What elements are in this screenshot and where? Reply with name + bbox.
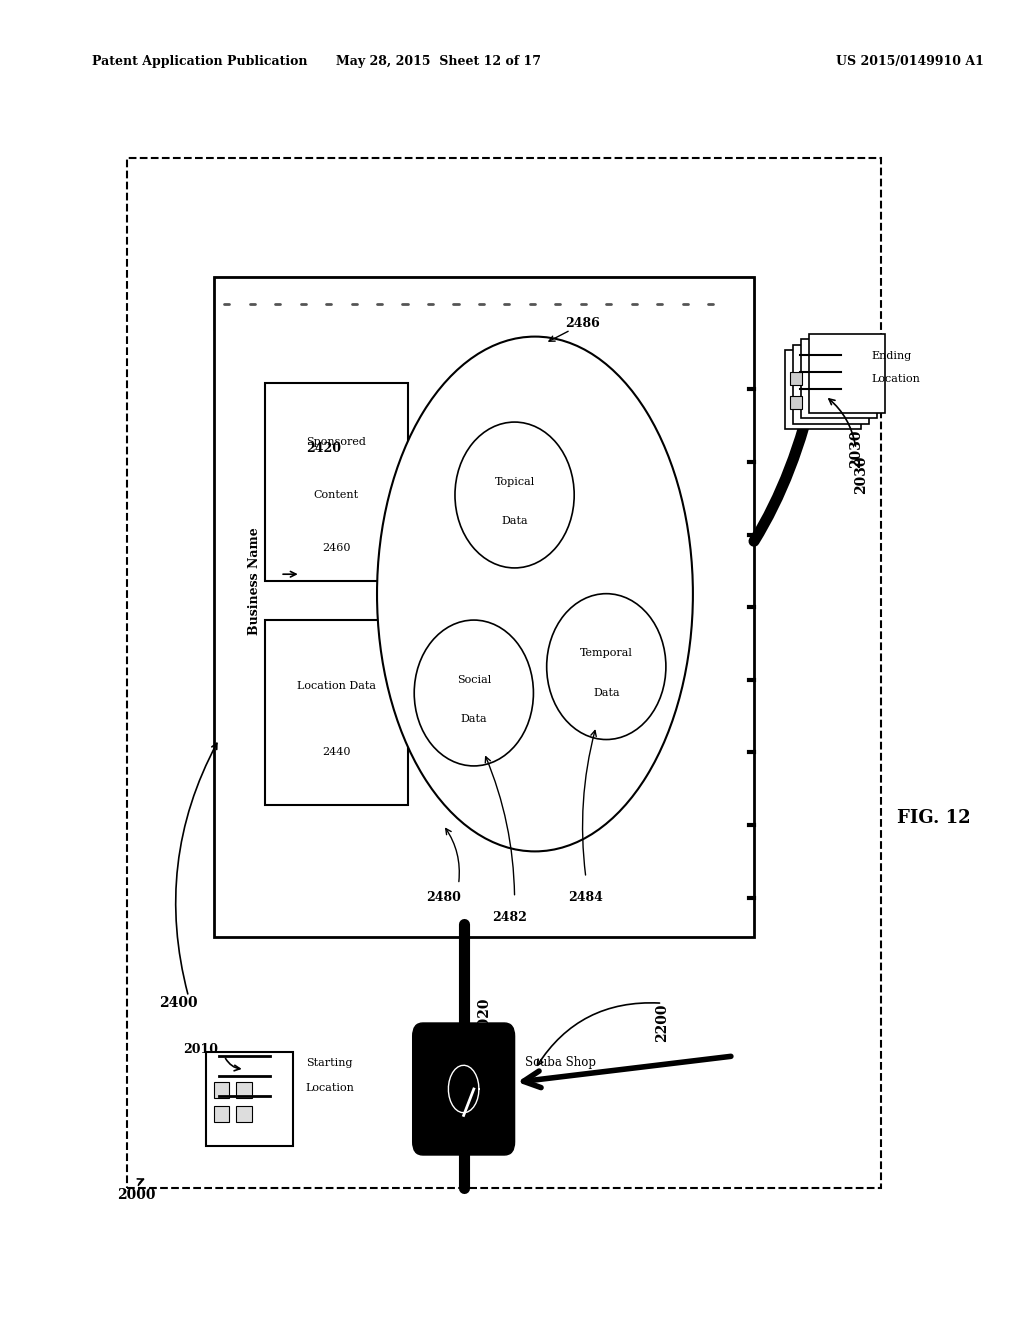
Bar bbox=[265, 620, 408, 805]
FancyBboxPatch shape bbox=[127, 158, 882, 1188]
Text: Social: Social bbox=[457, 675, 490, 685]
Text: 2010: 2010 bbox=[183, 1043, 218, 1056]
Text: 2480: 2480 bbox=[426, 891, 461, 904]
Text: Location Data: Location Data bbox=[297, 681, 376, 692]
Text: Location: Location bbox=[306, 1082, 354, 1093]
FancyBboxPatch shape bbox=[413, 1023, 515, 1155]
Bar bbox=[809, 334, 886, 413]
Bar bbox=[214, 277, 754, 937]
Text: Scuba Shop: Scuba Shop bbox=[524, 1056, 596, 1069]
Ellipse shape bbox=[547, 594, 666, 739]
Text: 2420: 2420 bbox=[306, 442, 341, 455]
Text: Temporal: Temporal bbox=[580, 648, 633, 659]
Text: 2200: 2200 bbox=[655, 1003, 670, 1043]
Ellipse shape bbox=[377, 337, 693, 851]
Text: Patent Application Publication: Patent Application Publication bbox=[92, 55, 307, 69]
FancyBboxPatch shape bbox=[206, 1052, 294, 1146]
Text: US 2015/0149910 A1: US 2015/0149910 A1 bbox=[836, 55, 983, 69]
Text: 2484: 2484 bbox=[568, 891, 603, 904]
Bar bbox=[214, 1082, 229, 1098]
Bar bbox=[793, 345, 869, 424]
Text: Data: Data bbox=[502, 516, 528, 527]
Text: Location: Location bbox=[871, 374, 921, 384]
Bar bbox=[265, 383, 408, 581]
Text: Ending: Ending bbox=[871, 351, 911, 362]
Text: Starting: Starting bbox=[306, 1057, 352, 1068]
Ellipse shape bbox=[455, 422, 574, 568]
Text: 2000: 2000 bbox=[117, 1188, 156, 1201]
Text: Sponsored: Sponsored bbox=[306, 437, 367, 447]
Text: Content: Content bbox=[313, 490, 358, 500]
Text: 2440: 2440 bbox=[322, 747, 350, 758]
Bar bbox=[801, 339, 878, 418]
Bar bbox=[790, 372, 802, 385]
Bar bbox=[237, 1082, 252, 1098]
Text: 2020: 2020 bbox=[477, 997, 492, 1036]
Text: Topical: Topical bbox=[495, 477, 535, 487]
Bar bbox=[784, 350, 861, 429]
Text: May 28, 2015  Sheet 12 of 17: May 28, 2015 Sheet 12 of 17 bbox=[336, 55, 541, 69]
Text: Data: Data bbox=[593, 688, 620, 698]
Bar bbox=[214, 277, 754, 330]
Text: 2482: 2482 bbox=[493, 911, 527, 924]
Text: FIG. 12: FIG. 12 bbox=[897, 809, 971, 828]
Text: 2486: 2486 bbox=[565, 317, 600, 330]
Text: Data: Data bbox=[461, 714, 487, 725]
Text: 2400: 2400 bbox=[159, 997, 198, 1010]
Bar bbox=[790, 396, 802, 409]
Text: 2460: 2460 bbox=[322, 543, 350, 553]
Text: 2030: 2030 bbox=[854, 455, 868, 495]
Bar bbox=[214, 1106, 229, 1122]
Text: Business Name: Business Name bbox=[248, 527, 261, 635]
Text: 2030: 2030 bbox=[849, 429, 863, 469]
Bar bbox=[237, 1106, 252, 1122]
Ellipse shape bbox=[415, 620, 534, 766]
